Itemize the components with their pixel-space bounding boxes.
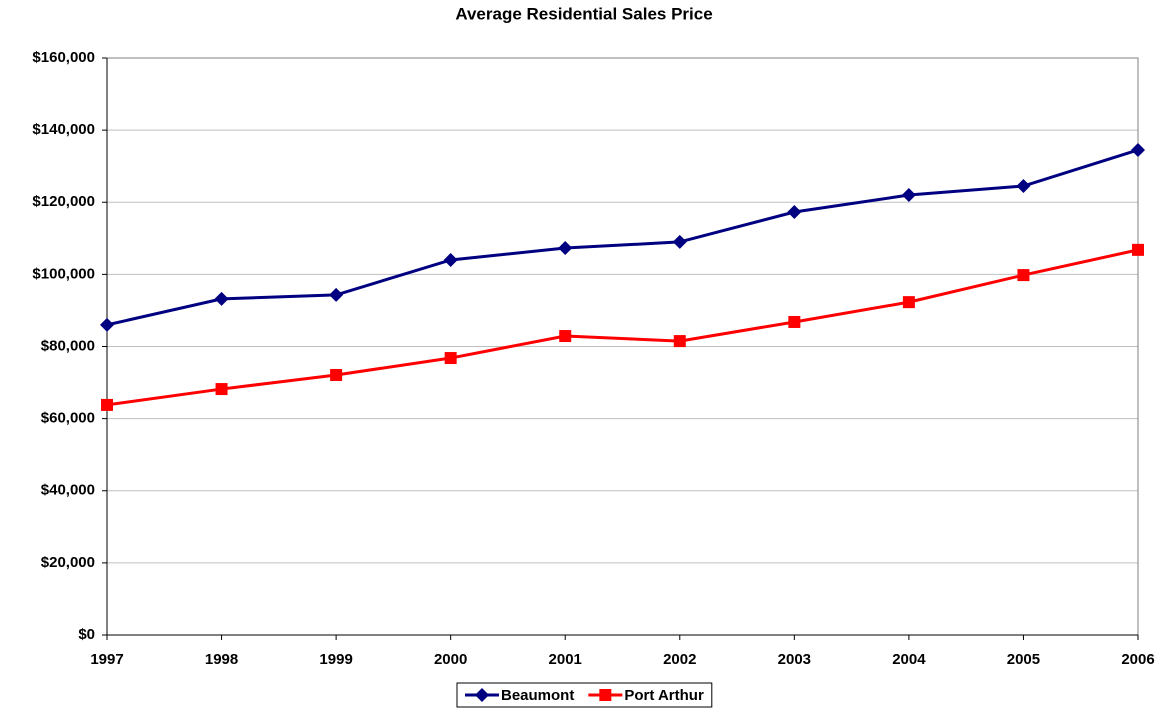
marker: [558, 241, 573, 256]
y-tick-label: $120,000: [32, 193, 95, 210]
legend: Beaumont Port Arthur: [456, 682, 713, 708]
marker: [475, 688, 489, 702]
y-tick-label: $80,000: [41, 337, 95, 354]
y-tick-label: $40,000: [41, 482, 95, 499]
legend-item: Beaumont: [465, 687, 574, 704]
y-tick-label: $140,000: [32, 121, 95, 138]
x-tick-label: 1998: [205, 651, 238, 668]
x-tick-label: 2004: [892, 651, 926, 668]
marker: [1017, 269, 1030, 282]
marker: [672, 234, 687, 249]
x-tick-label: 2003: [778, 651, 811, 668]
marker: [788, 315, 801, 328]
legend-label: Port Arthur: [624, 687, 704, 704]
marker: [329, 287, 344, 302]
marker: [787, 204, 802, 219]
y-tick-label: $100,000: [32, 265, 95, 282]
marker: [100, 317, 114, 332]
marker: [330, 368, 343, 381]
x-tick-label: 2000: [434, 651, 467, 668]
series-line: [106, 248, 1139, 407]
legend-item: Port Arthur: [588, 687, 704, 704]
x-tick-label: 2001: [549, 651, 582, 668]
x-tick-label: 1999: [319, 651, 352, 668]
x-tick-label: 2002: [663, 651, 696, 668]
legend-box: [456, 682, 713, 708]
x-tick-label: 1997: [90, 651, 123, 668]
chart-title: Average Residential Sales Price: [455, 4, 712, 23]
series-line: [106, 148, 1139, 327]
marker: [444, 352, 457, 365]
y-tick-label: $0: [78, 626, 95, 643]
marker: [902, 296, 915, 309]
marker: [1131, 142, 1145, 157]
marker: [1016, 179, 1031, 194]
marker: [214, 291, 229, 306]
y-tick-label: $60,000: [41, 410, 95, 427]
marker: [599, 689, 612, 701]
marker: [1132, 243, 1144, 256]
marker: [559, 330, 572, 343]
x-tick-label: 2006: [1121, 651, 1154, 668]
marker: [673, 335, 686, 348]
marker: [901, 188, 916, 203]
marker: [215, 383, 228, 396]
marker: [443, 252, 458, 267]
legend-label: Beaumont: [501, 687, 574, 704]
x-tick-label: 2005: [1007, 651, 1040, 668]
marker: [101, 398, 113, 411]
y-tick-label: $20,000: [41, 554, 95, 571]
y-tick-label: $160,000: [32, 49, 95, 66]
